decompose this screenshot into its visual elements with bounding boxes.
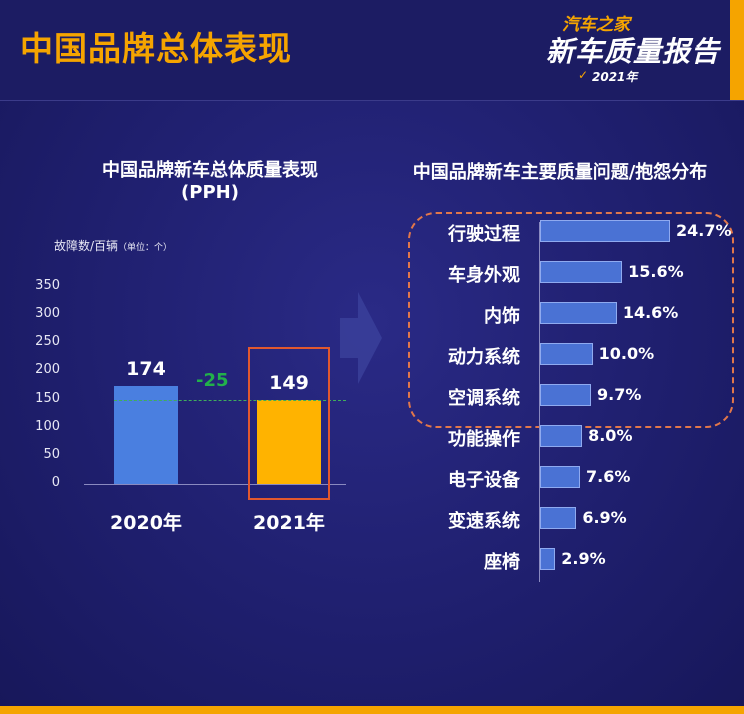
- category-label: 变速系统: [448, 511, 520, 532]
- category-label: 功能操作: [448, 429, 520, 450]
- category-label: 电子设备: [448, 470, 520, 491]
- x-tick-label: 2020年: [110, 512, 182, 534]
- value-label: 8.0%: [588, 426, 633, 445]
- value-label: 9.7%: [597, 385, 642, 404]
- y-tick-label: 100: [35, 418, 60, 434]
- y-axis-label: 故障数/百辆: [54, 239, 119, 253]
- report-logo: 汽车之家 新车质量报告 ✓ 2021年: [540, 8, 730, 86]
- accent-bar: [730, 0, 744, 100]
- y-tick-label: 350: [35, 278, 60, 293]
- category-label: 动力系统: [448, 347, 520, 368]
- x-axis-line: [84, 484, 346, 485]
- y-tick-label: 250: [35, 334, 60, 350]
- category-label: 座椅: [484, 552, 520, 573]
- value-label: 7.6%: [586, 467, 631, 486]
- logo-brand: 汽车之家: [562, 15, 630, 35]
- y-tick-label: 300: [35, 306, 60, 322]
- right-chart-title: 中国品牌新车主要质量问题/抱怨分布: [412, 162, 708, 183]
- y-tick-label: 0: [51, 475, 60, 490]
- logo-check-icon: ✓: [578, 68, 589, 82]
- arrow-right-icon: [340, 292, 382, 384]
- value-label: 10.0%: [598, 344, 655, 363]
- hbar: [540, 302, 617, 324]
- bottom-accent-bar: [0, 706, 744, 714]
- y-axis-unit: （单位：个）: [118, 243, 173, 253]
- left-chart-subtitle: (PPH): [181, 182, 239, 203]
- bar-value-label: 149: [269, 372, 309, 395]
- y-axis-caption: 故障数/百辆（单位：个）: [54, 237, 172, 254]
- reference-line: [114, 400, 346, 402]
- hbar: [540, 343, 593, 365]
- category-label: 内饰: [484, 306, 520, 327]
- value-label: 14.6%: [622, 303, 679, 322]
- logo-title: 新车质量报告: [546, 35, 721, 68]
- hbar-axis: [539, 222, 540, 582]
- value-label: 6.9%: [582, 508, 627, 527]
- category-label: 车身外观: [448, 265, 520, 286]
- bar-2020年: [114, 386, 178, 484]
- y-tick-label: 150: [35, 390, 60, 406]
- logo-year: 2021年: [592, 70, 638, 84]
- value-label: 24.7%: [676, 221, 732, 240]
- value-label: 2.9%: [561, 549, 606, 568]
- highlight-box-2021: [248, 347, 330, 500]
- value-label: 15.6%: [628, 262, 684, 281]
- x-tick-label: 2021年: [253, 512, 325, 534]
- left-chart-title: 中国品牌新车总体质量表现: [102, 160, 318, 181]
- category-label: 行驶过程: [448, 224, 520, 245]
- bar-2021年: [257, 400, 321, 484]
- y-tick-label: 50: [43, 446, 60, 462]
- page-title: 中国品牌总体表现: [20, 29, 292, 68]
- header: 中国品牌总体表现 汽车之家 新车质量报告 ✓ 2021年: [0, 0, 744, 101]
- difference-label: -25: [196, 370, 229, 392]
- bar-value-label: 174: [126, 358, 166, 381]
- hbar: [540, 220, 670, 242]
- hbar: [540, 507, 577, 529]
- hbar: [540, 466, 580, 488]
- y-tick-label: 200: [35, 362, 60, 378]
- hbar: [540, 425, 583, 447]
- hbar: [540, 261, 623, 283]
- hbar: [540, 384, 592, 406]
- category-label: 空调系统: [448, 388, 520, 409]
- hbar: [540, 548, 556, 570]
